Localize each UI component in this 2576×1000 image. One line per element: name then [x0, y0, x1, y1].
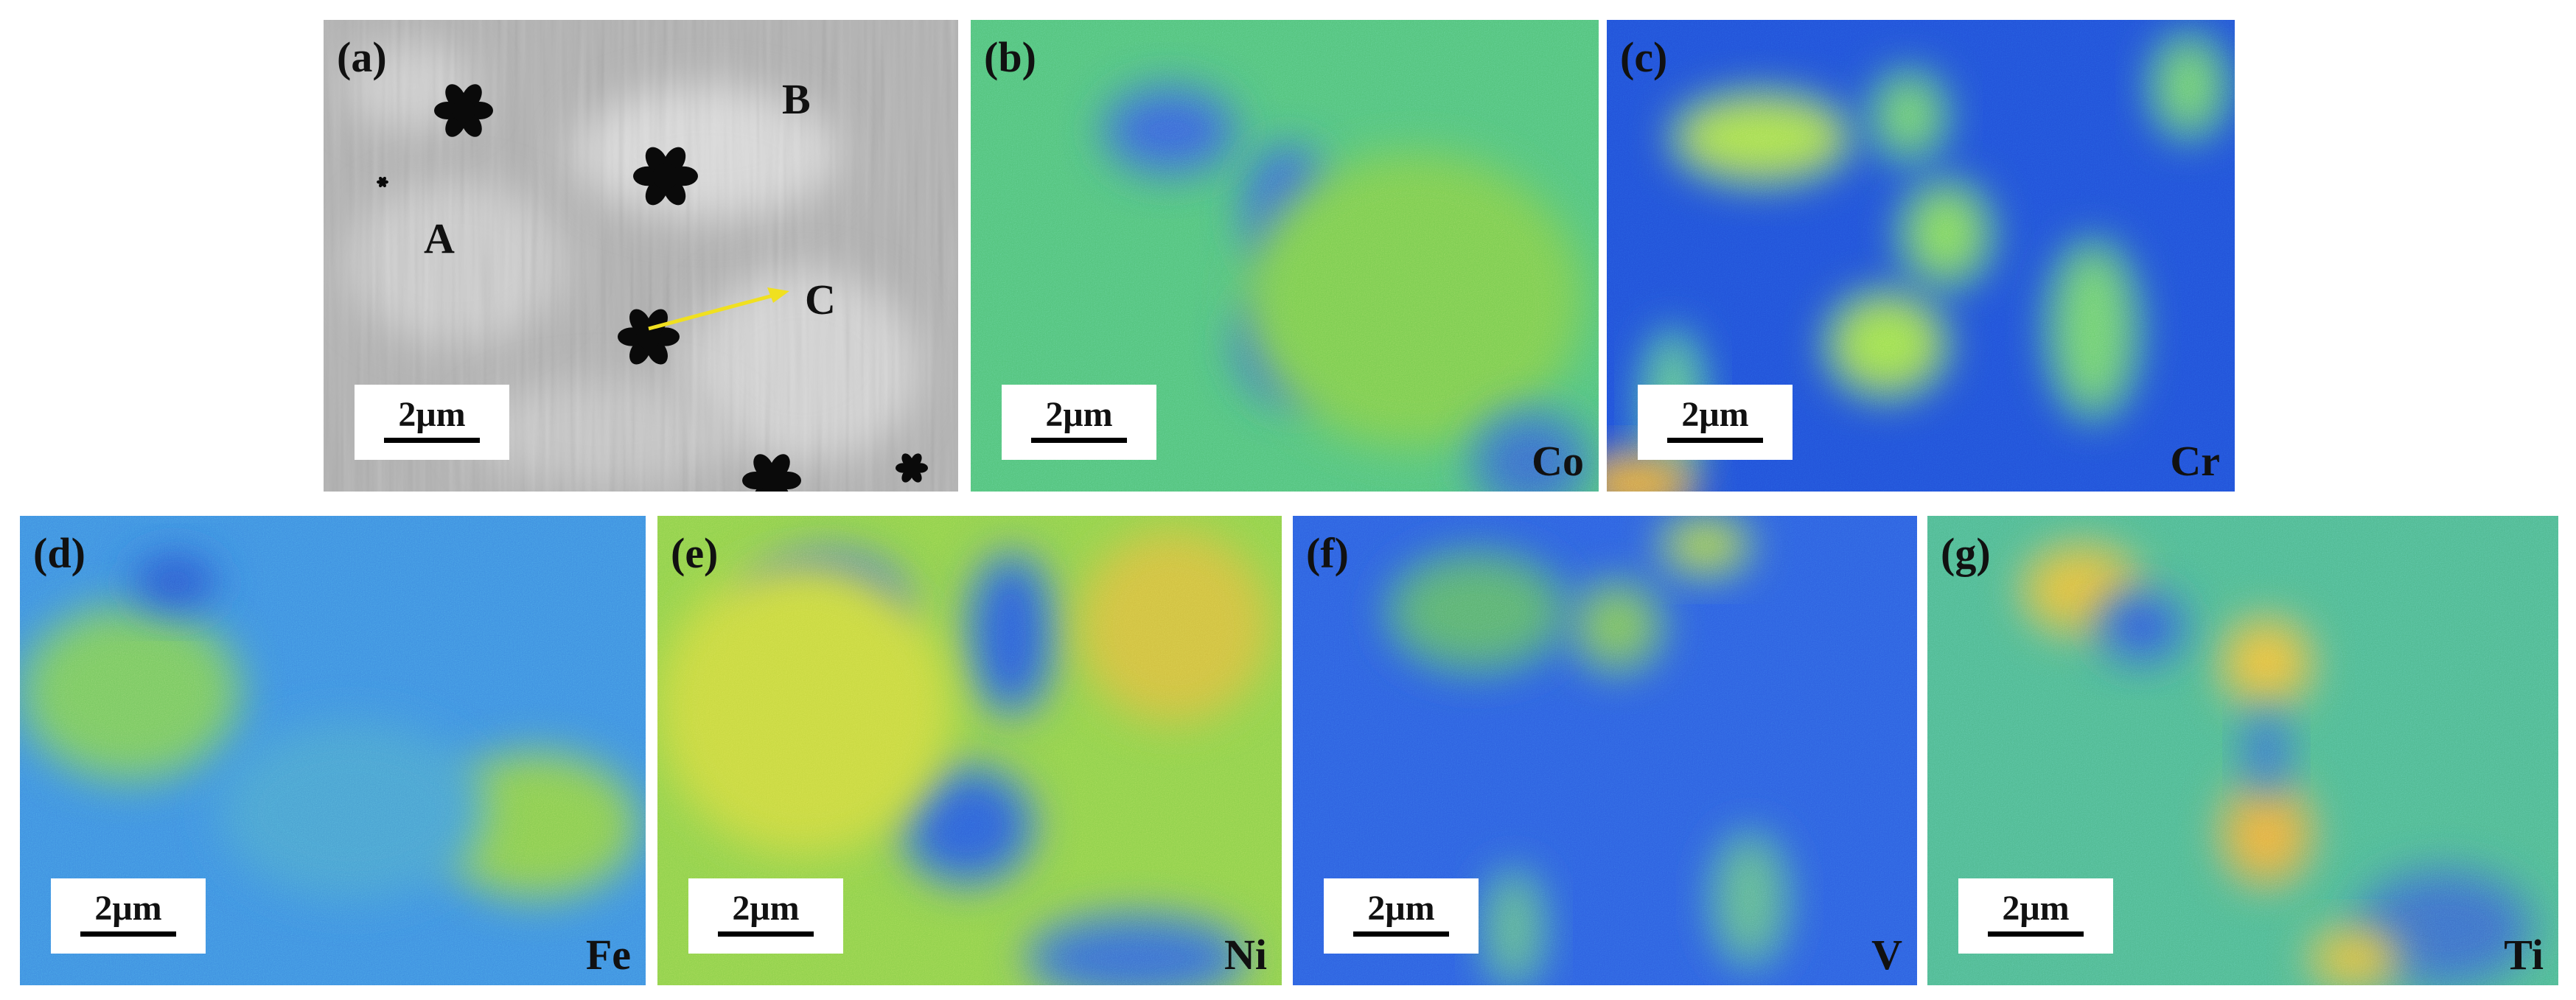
panel-label: (e)	[671, 529, 718, 577]
panel: Co (b) 2μm	[971, 20, 1599, 492]
panel-label: (a)	[337, 33, 387, 81]
panel: Fe (d) 2μm	[20, 516, 646, 985]
scale-bar: 2μm	[1324, 878, 1479, 954]
scale-bar: 2μm	[51, 878, 206, 954]
panel: Cr (c) 2μm	[1607, 20, 2235, 492]
element-label: Co	[1532, 437, 1584, 485]
scale-bar-label: 2μm	[2002, 889, 2069, 928]
point-label: B	[782, 75, 811, 123]
scale-bar-label: 2μm	[732, 889, 799, 928]
map-image	[657, 516, 1282, 985]
scale-bar: 2μm	[688, 878, 843, 954]
arrow-head	[767, 287, 789, 303]
scale-bar: 2μm	[355, 385, 509, 460]
element-label: Ti	[2504, 931, 2544, 979]
scale-bar: 2μm	[1002, 385, 1156, 460]
particle	[896, 453, 928, 483]
panel: Ti (g) 2μm	[1927, 516, 2558, 985]
panel-label: (g)	[1941, 529, 1991, 577]
element-label: V	[1871, 931, 1902, 979]
point-label: A	[424, 214, 455, 262]
particle	[434, 84, 493, 137]
map-image	[971, 20, 1599, 492]
particle	[618, 309, 680, 365]
panel-label: (d)	[33, 529, 85, 577]
scale-bar: 2μm	[1958, 878, 2113, 954]
particle	[633, 147, 698, 206]
element-label: Cr	[2170, 437, 2220, 485]
panel: Ni (e) 2μm	[657, 516, 1282, 985]
panel: A B C (a) 2μm	[324, 20, 958, 492]
panel-label: (c)	[1620, 33, 1667, 81]
element-label: Ni	[1224, 931, 1267, 979]
scale-bar-label: 2μm	[398, 395, 465, 434]
scale-bar: 2μm	[1638, 385, 1793, 460]
scale-bar-label: 2μm	[1681, 395, 1748, 434]
panel-label: (b)	[984, 33, 1036, 81]
particle	[377, 176, 388, 188]
scale-bar-label: 2μm	[1367, 889, 1434, 928]
panel-label: (f)	[1306, 529, 1349, 577]
element-label: Fe	[586, 931, 631, 979]
scale-bar-label: 2μm	[94, 889, 161, 928]
map-image	[324, 20, 958, 492]
panel: V (f) 2μm	[1293, 516, 1917, 985]
point-label: C	[805, 276, 836, 324]
scale-bar-label: 2μm	[1045, 395, 1112, 434]
particle	[742, 454, 801, 492]
arrow	[648, 293, 774, 331]
